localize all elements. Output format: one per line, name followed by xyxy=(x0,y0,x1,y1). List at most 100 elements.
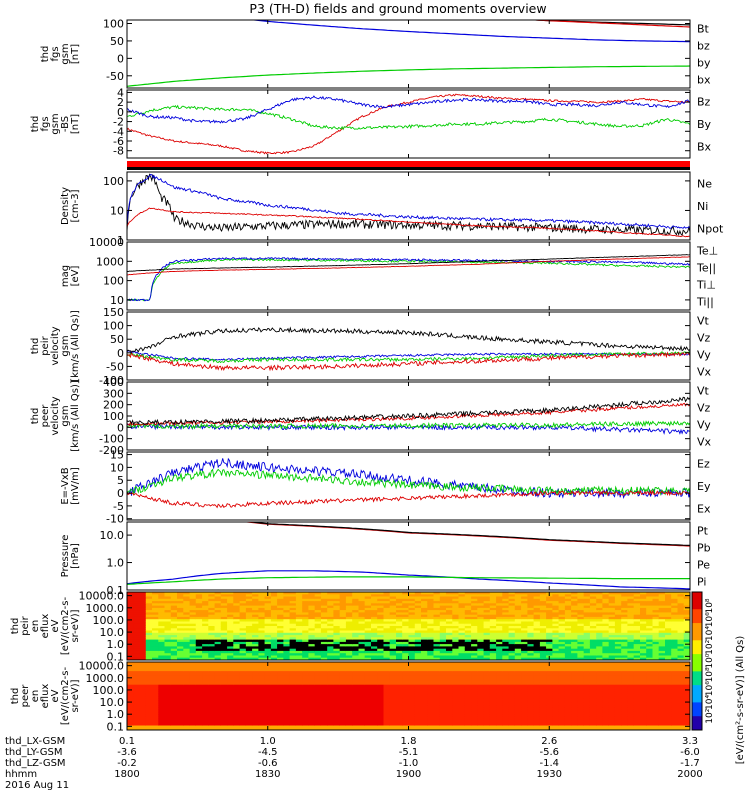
spectrogram-cell xyxy=(514,716,522,720)
spectrogram-cell xyxy=(640,657,647,660)
spectrogram-cell xyxy=(464,592,472,595)
spectrogram-cell xyxy=(433,718,441,722)
spectrogram-cell xyxy=(320,707,328,711)
spectrogram-cell xyxy=(352,705,359,708)
spectrogram-cell xyxy=(508,619,516,622)
spectrogram-cell xyxy=(608,644,616,647)
spectrogram-cell xyxy=(320,639,328,643)
spectrogram-cell xyxy=(571,628,578,632)
y-tick-label: 1.0 xyxy=(107,638,125,651)
spectrogram-cell xyxy=(671,601,678,604)
spectrogram-cell xyxy=(496,612,503,616)
spectrogram-cell xyxy=(208,616,216,620)
spectrogram-cell xyxy=(177,648,184,652)
spectrogram-cell xyxy=(402,705,409,708)
spectrogram-cell xyxy=(608,623,616,627)
spectrogram-cell xyxy=(414,594,422,598)
spectrogram-cell xyxy=(189,592,197,595)
spectrogram-cell xyxy=(133,662,141,665)
spectrogram-cell xyxy=(471,705,478,708)
spectrogram-cell xyxy=(446,637,453,641)
spectrogram-cell xyxy=(371,680,378,683)
spectrogram-cell xyxy=(245,725,253,729)
spectrogram-cell xyxy=(208,603,216,607)
spectrogram-cell xyxy=(677,628,685,632)
spectrogram-cell xyxy=(608,616,616,620)
spectrogram-cell xyxy=(483,657,491,660)
spectrogram-cell xyxy=(452,686,460,690)
spectrogram-cell xyxy=(358,641,366,645)
spectrogram-cell xyxy=(327,705,334,708)
spectrogram-cell xyxy=(377,626,384,629)
spectrogram-cell xyxy=(195,684,203,688)
spectrogram-cell xyxy=(364,684,372,688)
spectrogram-cell xyxy=(233,662,241,665)
spectrogram-cell xyxy=(602,626,610,629)
spectrogram-cell xyxy=(239,664,247,668)
spectrogram-cell xyxy=(133,592,141,595)
spectrogram-cell xyxy=(521,657,528,660)
series-group xyxy=(127,326,690,372)
spectrogram-cell xyxy=(508,668,516,672)
spectrogram-cell xyxy=(283,653,291,656)
spectrogram-cell xyxy=(183,648,191,652)
spectrogram-cell xyxy=(421,696,428,699)
spectrogram-cell xyxy=(489,607,497,611)
spectrogram-cell xyxy=(152,632,159,636)
spectrogram-cell xyxy=(471,646,478,650)
spectrogram-cell xyxy=(352,691,359,695)
spectrogram-cell xyxy=(233,680,241,683)
spectrogram-cell xyxy=(627,621,635,625)
spectrogram-cell xyxy=(352,596,359,600)
spectrogram-cell xyxy=(333,691,341,695)
spectrogram-cell xyxy=(627,610,635,613)
spectrogram-cell xyxy=(614,644,622,647)
spectrogram-cell xyxy=(427,648,435,652)
spectrogram-cell xyxy=(452,691,460,695)
spectrogram-cell xyxy=(314,698,322,702)
spectrogram-cell xyxy=(270,718,278,722)
spectrogram-cell xyxy=(546,650,553,654)
spectrogram-cell xyxy=(483,619,491,622)
spectrogram-cell xyxy=(414,626,422,629)
spectrogram-cell xyxy=(671,623,678,627)
spectrogram-cell xyxy=(183,686,191,690)
spectrogram-cell xyxy=(239,727,247,730)
spectrogram-cell xyxy=(533,628,541,632)
spectrogram-cell xyxy=(589,655,597,659)
spectrogram-cell xyxy=(527,614,535,618)
spectrogram-cell xyxy=(327,689,334,692)
spectrogram-cell xyxy=(308,700,316,704)
spectrogram-cell xyxy=(233,707,241,711)
spectrogram-cell xyxy=(477,673,485,677)
spectrogram-cell xyxy=(177,641,184,645)
spectrogram-cell xyxy=(333,725,341,729)
spectrogram-cell xyxy=(358,594,366,598)
spectrogram-cell xyxy=(446,673,453,677)
spectrogram-cell xyxy=(408,709,416,713)
spectrogram-cell xyxy=(589,639,597,643)
spectrogram-cell xyxy=(208,637,216,641)
spectrogram-cell xyxy=(139,605,147,609)
spectrogram-cell xyxy=(227,601,234,604)
spectrogram-cell xyxy=(227,716,234,720)
spectrogram-cell xyxy=(170,725,178,729)
spectrogram-cell xyxy=(608,635,616,638)
spectrogram-cell xyxy=(333,601,341,604)
spectrogram-cell xyxy=(646,632,653,636)
spectrogram-cell xyxy=(683,632,690,636)
spectrogram-cell xyxy=(202,610,209,613)
spectrogram-cell xyxy=(208,686,216,690)
spectrogram-cell xyxy=(502,664,510,668)
spectrogram-cell xyxy=(227,689,234,692)
spectrogram-cell xyxy=(189,680,197,683)
spectrogram-cell xyxy=(421,605,428,609)
spectrogram-cell xyxy=(477,702,485,706)
spectrogram-cell xyxy=(602,635,610,638)
spectrogram-cell xyxy=(589,612,597,616)
spectrogram-cell xyxy=(214,686,222,690)
spectrogram-cell xyxy=(396,711,403,715)
spectrogram-cell xyxy=(164,644,172,647)
spectrogram-cell xyxy=(627,614,635,618)
